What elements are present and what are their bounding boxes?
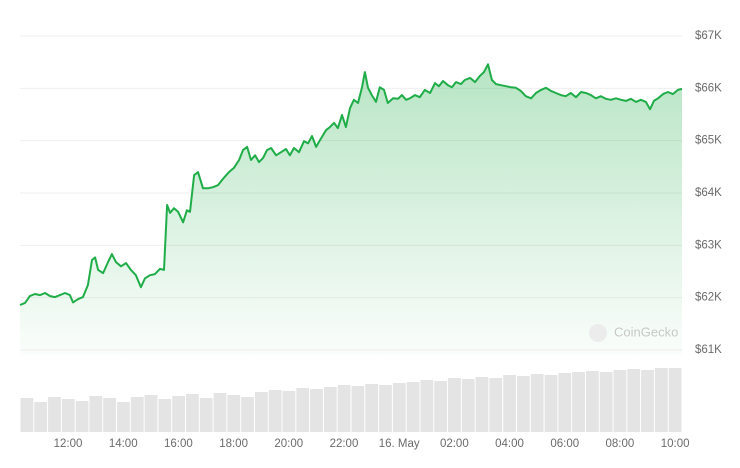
volume-bar xyxy=(117,402,130,432)
x-tick-label: 10:00 xyxy=(661,438,690,450)
volume-bar xyxy=(530,374,544,432)
y-tick-label: $61K xyxy=(695,344,722,356)
volume-bar xyxy=(48,397,61,432)
volume-bar xyxy=(544,375,558,432)
volume-bar xyxy=(392,383,406,432)
y-tick-label: $63K xyxy=(695,239,722,251)
y-tick-label: $67K xyxy=(695,30,722,42)
volume-bar xyxy=(186,394,199,432)
x-tick-label: 18:00 xyxy=(219,438,248,450)
volume-bar xyxy=(103,398,117,432)
volume-bar xyxy=(254,392,268,432)
volume-bar xyxy=(213,393,227,432)
volume-bar xyxy=(503,375,516,432)
volume-bar xyxy=(365,384,379,432)
volume-bar xyxy=(144,395,158,432)
volume-bar xyxy=(282,391,296,432)
volume-bar xyxy=(613,370,627,432)
volume-bar xyxy=(337,385,351,432)
x-tick-label: 02:00 xyxy=(440,438,469,450)
volume-bar xyxy=(654,368,668,432)
volume-bar xyxy=(668,368,682,432)
volume-bar xyxy=(34,402,48,432)
volume-bar xyxy=(268,390,282,432)
volume-bar xyxy=(89,396,103,432)
volume-bar xyxy=(130,397,144,432)
x-tick-label: 14:00 xyxy=(109,438,138,450)
volume-bar xyxy=(461,379,475,432)
volume-bar xyxy=(379,385,392,432)
x-tick-label: 08:00 xyxy=(606,438,635,450)
y-tick-label: $64K xyxy=(695,187,722,199)
volume-bar xyxy=(158,399,172,432)
x-tick-label: 16. May xyxy=(379,438,420,450)
x-tick-label: 16:00 xyxy=(164,438,193,450)
y-tick-label: $66K xyxy=(695,82,722,94)
volume-bar xyxy=(323,387,337,432)
x-tick-label: 12:00 xyxy=(54,438,83,450)
volume-bar xyxy=(20,398,34,432)
volume-bar xyxy=(517,376,530,432)
x-tick-label: 22:00 xyxy=(330,438,359,450)
price-line xyxy=(19,63,683,306)
volume-bar xyxy=(75,401,89,432)
volume-bar xyxy=(296,388,310,432)
volume-bar xyxy=(227,395,241,432)
volume-bar xyxy=(585,371,599,432)
x-tick-label: 20:00 xyxy=(274,438,303,450)
y-tick-label: $65K xyxy=(695,135,722,147)
volume-bar xyxy=(420,380,434,432)
volume-bar xyxy=(241,397,254,432)
volume-bar xyxy=(199,398,213,432)
watermark-logo xyxy=(589,324,607,342)
volume-bar xyxy=(351,386,365,432)
watermark: CoinGecko xyxy=(614,324,678,339)
volume-bar xyxy=(627,369,641,432)
volume-bar xyxy=(475,377,489,432)
volume-bar xyxy=(641,370,654,432)
volume-bar xyxy=(489,378,503,432)
volume-bar xyxy=(558,373,572,432)
volume-bar xyxy=(434,381,448,432)
volume-bar xyxy=(406,382,420,432)
y-tick-label: $62K xyxy=(695,292,722,304)
volume-bar xyxy=(172,396,185,432)
volume-bar xyxy=(448,378,461,432)
volume-bar xyxy=(61,399,75,432)
volume-bar xyxy=(310,389,323,432)
x-tick-label: 06:00 xyxy=(550,438,579,450)
price-area xyxy=(20,64,682,356)
volume-bar xyxy=(599,372,613,432)
x-tick-label: 04:00 xyxy=(495,438,524,450)
volume-bar xyxy=(572,372,585,432)
